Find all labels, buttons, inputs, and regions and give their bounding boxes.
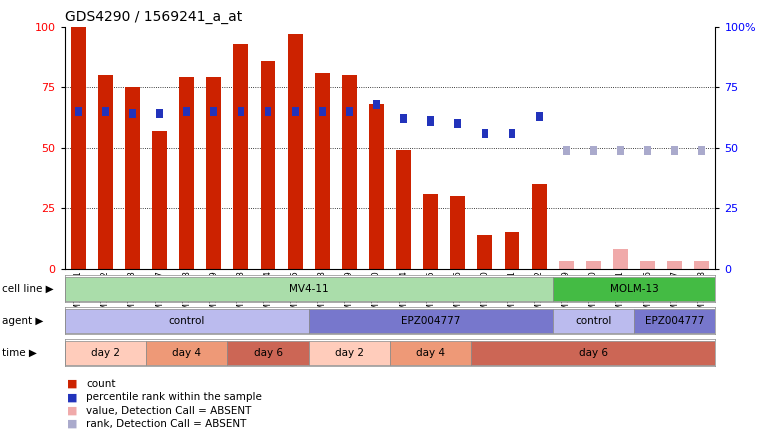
Text: control: control: [168, 316, 205, 325]
Bar: [71, 27, 86, 269]
Bar: [315, 73, 330, 269]
Bar: [451, 196, 465, 269]
Bar: [146, 341, 228, 365]
Bar: [206, 77, 221, 269]
Text: day 4: day 4: [172, 348, 201, 357]
Bar: [265, 107, 272, 116]
Text: value, Detection Call = ABSENT: value, Detection Call = ABSENT: [86, 406, 251, 416]
Bar: [342, 75, 357, 269]
Text: ■: ■: [67, 379, 78, 389]
Bar: [373, 99, 380, 109]
Bar: [552, 309, 634, 333]
Bar: [180, 77, 194, 269]
Bar: [586, 262, 600, 269]
Bar: [98, 75, 113, 269]
Text: EPZ004777: EPZ004777: [645, 316, 705, 325]
Bar: [644, 146, 651, 155]
Bar: [291, 107, 298, 116]
Bar: [183, 107, 190, 116]
Bar: [237, 107, 244, 116]
Text: day 6: day 6: [253, 348, 282, 357]
Bar: [694, 262, 709, 269]
Bar: [65, 341, 146, 365]
Text: GDS4290 / 1569241_a_at: GDS4290 / 1569241_a_at: [65, 10, 242, 24]
Bar: [482, 129, 489, 138]
Text: ■: ■: [67, 419, 78, 429]
Bar: [319, 107, 326, 116]
Bar: [423, 194, 438, 269]
Bar: [309, 341, 390, 365]
Text: ■: ■: [67, 392, 78, 402]
Bar: [309, 309, 552, 333]
Text: MV4-11: MV4-11: [289, 284, 329, 293]
Bar: [260, 60, 275, 269]
Bar: [699, 146, 705, 155]
Bar: [477, 235, 492, 269]
Text: day 2: day 2: [91, 348, 119, 357]
Bar: [346, 107, 353, 116]
Bar: [552, 277, 715, 301]
Text: EPZ004777: EPZ004777: [401, 316, 460, 325]
Bar: [288, 34, 303, 269]
Text: rank, Detection Call = ABSENT: rank, Detection Call = ABSENT: [86, 419, 247, 429]
Bar: [471, 341, 715, 365]
Text: agent ▶: agent ▶: [2, 316, 43, 325]
Bar: [75, 107, 81, 116]
Bar: [667, 262, 682, 269]
Bar: [427, 116, 434, 126]
Text: ■: ■: [67, 406, 78, 416]
Bar: [152, 131, 167, 269]
Bar: [390, 341, 471, 365]
Bar: [65, 309, 309, 333]
Bar: [505, 232, 520, 269]
Bar: [563, 146, 570, 155]
Bar: [671, 146, 678, 155]
Bar: [617, 146, 624, 155]
Bar: [156, 109, 163, 118]
Bar: [536, 111, 543, 121]
Bar: [102, 107, 109, 116]
Text: cell line ▶: cell line ▶: [2, 284, 53, 293]
Text: percentile rank within the sample: percentile rank within the sample: [86, 392, 262, 402]
Text: day 2: day 2: [335, 348, 364, 357]
Bar: [634, 309, 715, 333]
Text: day 4: day 4: [416, 348, 445, 357]
Bar: [613, 249, 628, 269]
Bar: [228, 341, 309, 365]
Bar: [640, 262, 655, 269]
Bar: [396, 150, 411, 269]
Bar: [369, 104, 384, 269]
Bar: [454, 119, 461, 128]
Text: day 6: day 6: [579, 348, 608, 357]
Text: control: control: [575, 316, 612, 325]
Text: time ▶: time ▶: [2, 348, 37, 357]
Bar: [590, 146, 597, 155]
Bar: [234, 44, 248, 269]
Bar: [508, 129, 515, 138]
Bar: [125, 87, 140, 269]
Bar: [400, 114, 407, 123]
Bar: [532, 184, 546, 269]
Text: MOLM-13: MOLM-13: [610, 284, 658, 293]
Bar: [559, 262, 574, 269]
Bar: [65, 277, 552, 301]
Bar: [210, 107, 217, 116]
Text: count: count: [86, 379, 116, 389]
Bar: [129, 109, 136, 118]
